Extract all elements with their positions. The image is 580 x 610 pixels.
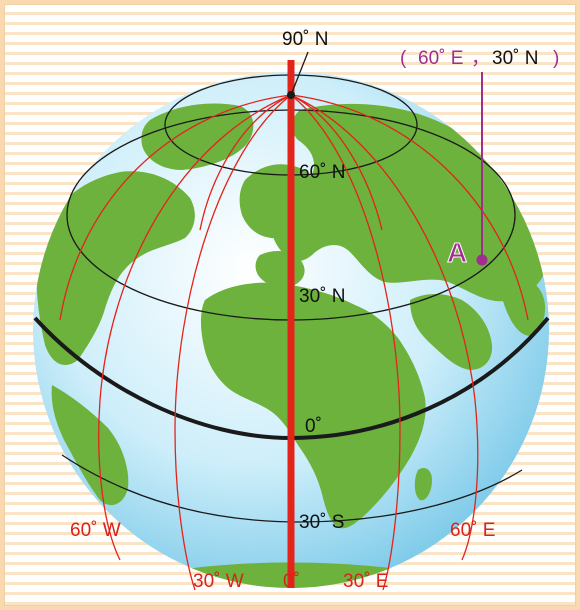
label-0-longitude: 0˚ xyxy=(283,571,300,592)
parallel-30s xyxy=(61,454,523,523)
pole-pointer-line xyxy=(290,51,309,96)
india-land xyxy=(499,269,546,336)
meridian-back-e xyxy=(290,94,383,231)
label-60n: 60˚ N xyxy=(299,162,345,183)
madagascar-land xyxy=(414,468,432,501)
label-30e: 30˚ E xyxy=(343,571,388,592)
point-a-label: A xyxy=(447,237,467,268)
meridian-30e xyxy=(290,94,401,591)
coords-longitude: 60˚ E xyxy=(418,48,463,69)
label-90n: 90˚ N xyxy=(282,29,328,50)
arabia-land xyxy=(410,294,493,370)
land-masses xyxy=(36,103,549,588)
label-30w: 30˚ W xyxy=(193,571,244,592)
north-pole-dot xyxy=(287,91,295,99)
label-60w: 60˚ W xyxy=(70,520,121,541)
africa-land xyxy=(200,282,426,529)
meridian-90w xyxy=(59,94,292,321)
meridians xyxy=(59,94,529,591)
meridian-60e xyxy=(290,94,479,561)
south-america-land xyxy=(51,385,129,506)
label-30n: 30˚ N xyxy=(299,286,345,307)
meridian-30w xyxy=(174,94,292,591)
point-a-coordinates: ( 60˚ E ， 30˚ N ) xyxy=(400,48,559,69)
greenland-land xyxy=(141,103,254,170)
point-a-dot xyxy=(476,254,488,266)
meridian-90e xyxy=(290,94,529,321)
label-60e: 60˚ E xyxy=(450,520,495,541)
coords-separator: ， xyxy=(471,48,490,69)
label-equator: 0˚ xyxy=(305,416,322,437)
antarctica-land xyxy=(150,562,420,588)
label-30s: 30˚ S xyxy=(299,512,344,533)
coords-close-paren: ) xyxy=(553,48,559,69)
meridian-back-w xyxy=(199,94,292,231)
coords-latitude: 30˚ N xyxy=(492,48,538,69)
coords-open-paren: ( xyxy=(400,48,407,69)
meridian-60w xyxy=(98,94,292,561)
